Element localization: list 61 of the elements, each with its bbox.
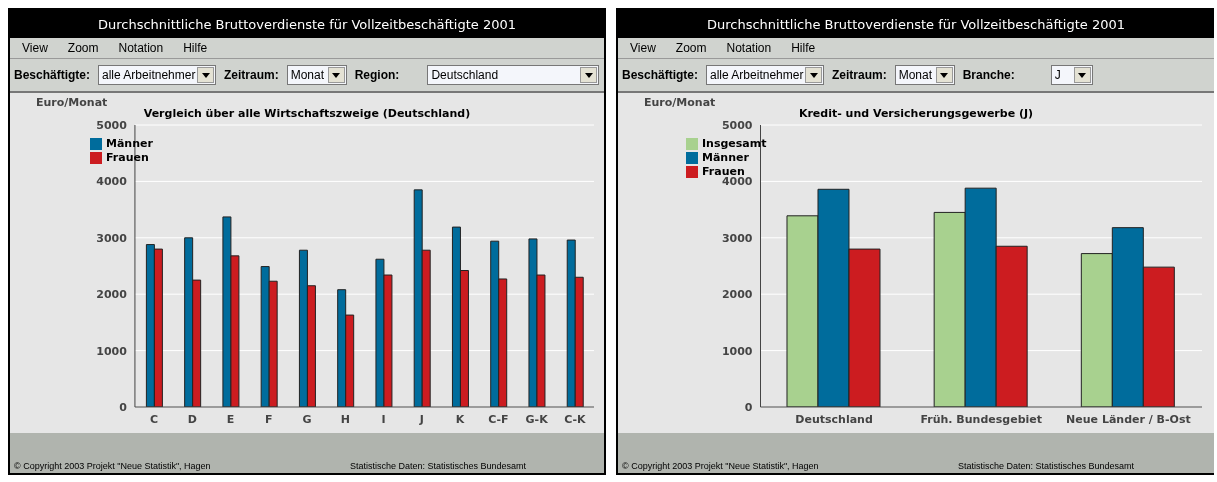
text: Region: xyxy=(354,68,400,82)
chart-title: Vergleich über alle Wirtschaftszweige (Deutschland) xyxy=(143,107,471,120)
legend-label: Frauen xyxy=(106,151,149,164)
text: Notation xyxy=(118,41,164,55)
y-tick-label: 0 xyxy=(744,400,753,414)
x-tick-label: C xyxy=(150,412,159,426)
legend-label: Männer xyxy=(702,151,749,164)
y-tick-label: 2000 xyxy=(96,288,128,302)
text: Deutschland xyxy=(430,68,500,82)
x-tick-label: K xyxy=(455,412,465,426)
legend-label: Frauen xyxy=(702,165,745,178)
text: View xyxy=(630,41,656,55)
x-tick-label: G-K xyxy=(525,412,549,426)
legend-label: Männer xyxy=(106,137,153,150)
text: © Copyright 2003 Projekt "Neue Statistik", Hagen xyxy=(622,461,819,471)
text: Zoom xyxy=(67,41,99,55)
x-tick-label: Neue Länder / B-Ost xyxy=(1066,412,1191,426)
text: Durchschnittliche Bruttoverdienste für Vollzeitbeschäftigte 2001 xyxy=(10,10,604,38)
y-tick-label: 1000 xyxy=(721,344,753,358)
text: Zoom xyxy=(675,41,707,55)
text: Statistische Daten: Statistisches Bundesamt xyxy=(958,461,1135,471)
x-tick-label: Deutschland xyxy=(795,412,873,426)
text: Durchschnittliche Bruttoverdienste für Vollzeitbeschäftigte 2001 xyxy=(618,10,1214,38)
y-axis-title: Euro/Monat xyxy=(644,96,716,109)
y-tick-label: 3000 xyxy=(721,231,753,245)
text: Hilfe xyxy=(791,41,816,55)
x-tick-label: D xyxy=(187,412,197,426)
chart-title: Kredit- und Versicherungsgewerbe (J) xyxy=(798,107,1034,120)
y-tick-label: 3000 xyxy=(96,231,128,245)
y-tick-label: 4000 xyxy=(721,175,753,189)
text: alle Arbeitnehmer xyxy=(709,68,805,82)
x-tick-label: Früh. Bundesgebiet xyxy=(920,412,1043,426)
text: Beschäftigte: xyxy=(622,68,699,82)
text: alle Arbeitnehmer xyxy=(101,68,197,82)
text: Zeitraum: xyxy=(832,68,887,82)
y-axis-title: Euro/Monat xyxy=(36,96,108,109)
x-tick-label: H xyxy=(340,412,350,426)
y-tick-label: 5000 xyxy=(96,118,128,132)
text: View xyxy=(22,41,48,55)
x-tick-label: J xyxy=(418,412,424,426)
text: Branche: xyxy=(962,68,1015,82)
y-tick-label: 1000 xyxy=(96,344,128,358)
x-tick-label: G xyxy=(302,412,312,426)
text: Hilfe xyxy=(183,41,208,55)
y-tick-label: 5000 xyxy=(721,118,753,132)
text: Monat xyxy=(897,68,934,82)
y-tick-label: 0 xyxy=(119,400,128,414)
x-tick-label: C-F xyxy=(488,412,509,426)
y-tick-label: 2000 xyxy=(721,288,753,302)
text: Beschäftigte: xyxy=(14,68,91,82)
text: J xyxy=(1053,68,1062,82)
text: © Copyright 2003 Projekt "Neue Statistik", Hagen xyxy=(14,461,211,471)
text: Zeitraum: xyxy=(224,68,279,82)
text: Monat xyxy=(289,68,326,82)
x-tick-label: C-K xyxy=(564,412,587,426)
text: Statistische Daten: Statistisches Bundesamt xyxy=(350,461,527,471)
y-tick-label: 4000 xyxy=(96,175,128,189)
x-tick-label: I xyxy=(381,412,386,426)
x-tick-label: E xyxy=(226,412,235,426)
x-tick-label: F xyxy=(265,412,273,426)
text: Notation xyxy=(726,41,772,55)
